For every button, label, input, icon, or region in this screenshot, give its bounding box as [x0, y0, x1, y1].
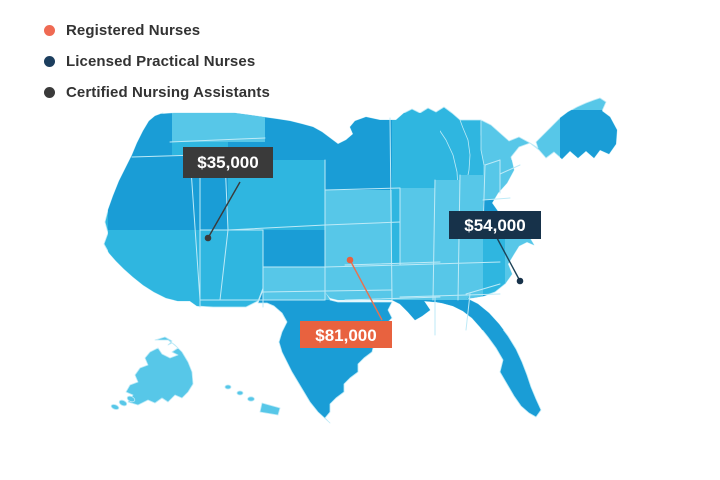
svg-text:$54,000: $54,000 — [464, 216, 525, 235]
svg-text:$81,000: $81,000 — [315, 326, 376, 345]
svg-text:$35,000: $35,000 — [197, 153, 258, 172]
